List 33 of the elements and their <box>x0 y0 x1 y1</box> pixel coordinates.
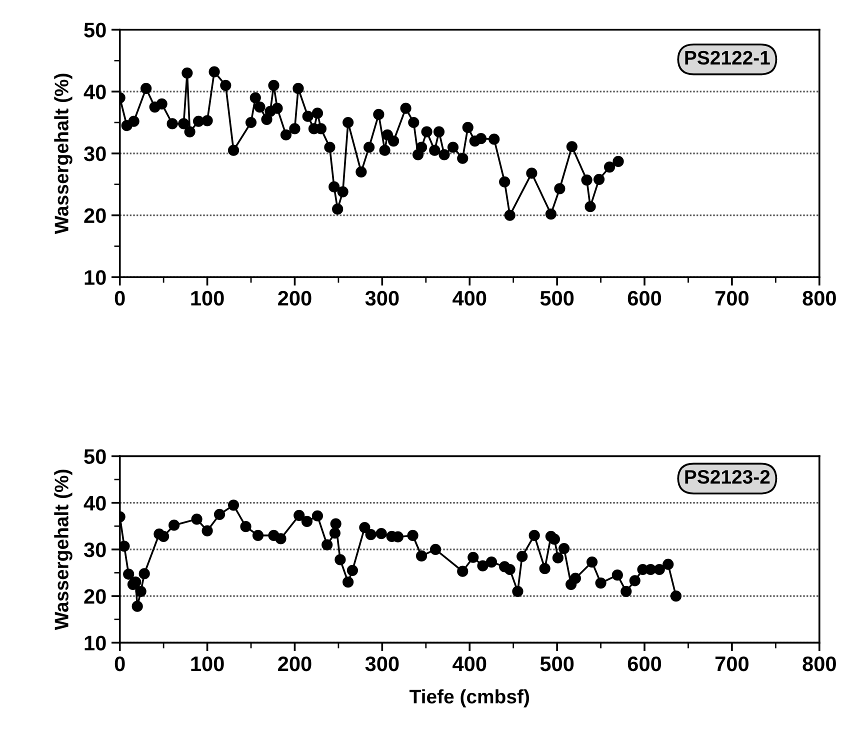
x-tick-label: 0 <box>114 290 125 306</box>
y-tick-label: 50 <box>84 449 106 464</box>
y-axis-title: Wassergehalt (%) <box>54 74 72 234</box>
y-tick-label: 40 <box>84 496 106 511</box>
y-tick-label: 20 <box>84 589 106 604</box>
x-tick-label: 100 <box>191 290 224 306</box>
y-tick-label: 10 <box>84 270 106 285</box>
x-tick-label: 400 <box>452 290 486 306</box>
x-tick-label: 400 <box>452 656 486 672</box>
x-tick-label: 100 <box>191 656 224 672</box>
y-tick-label: 30 <box>84 542 106 558</box>
x-tick-label: 700 <box>715 656 748 672</box>
y-tick-label: 50 <box>84 22 106 38</box>
y-tick-label: 10 <box>84 636 106 650</box>
x-tick-label: 700 <box>715 290 748 306</box>
annotation: PS2122-1 <box>685 50 770 65</box>
x-tick-label: 500 <box>540 656 574 672</box>
annotation: PS2123-2 <box>685 470 770 484</box>
x-tick-label: 500 <box>540 290 574 306</box>
x-tick-label: 0 <box>114 656 125 672</box>
x-tick-label: 200 <box>278 290 312 306</box>
y-tick-label: 20 <box>84 208 106 224</box>
y-tick-label: 30 <box>84 146 106 162</box>
x-tick-label: 300 <box>365 656 399 672</box>
x-tick-label: 800 <box>802 290 836 306</box>
x-axis-title: Tiefe (cmbsf) <box>410 689 529 708</box>
x-tick-label: 800 <box>802 656 836 672</box>
x-tick-label: 200 <box>278 656 312 672</box>
x-tick-label: 600 <box>628 290 662 306</box>
y-tick-label: 40 <box>84 84 106 100</box>
y-axis-title: Wassergehalt (%) <box>54 470 72 630</box>
x-tick-label: 300 <box>365 290 399 306</box>
x-tick-label: 600 <box>628 656 662 672</box>
